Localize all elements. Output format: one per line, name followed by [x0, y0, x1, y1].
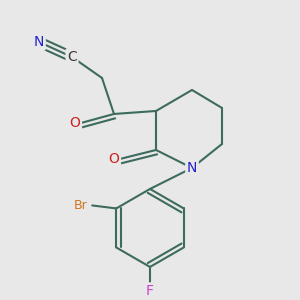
Text: F: F	[146, 284, 154, 298]
Text: Br: Br	[74, 199, 87, 212]
Text: O: O	[70, 116, 80, 130]
Text: N: N	[34, 35, 44, 49]
Text: C: C	[67, 50, 77, 64]
Text: N: N	[187, 161, 197, 175]
Text: O: O	[109, 152, 119, 166]
